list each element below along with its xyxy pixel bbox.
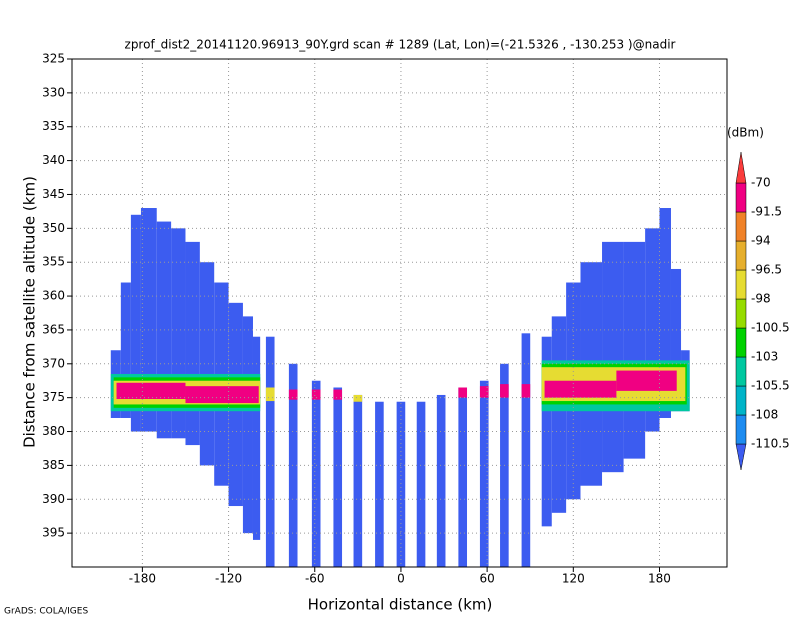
y-axis-label: Distance from satellite altitude (km) <box>21 176 39 448</box>
colorbar-triangle <box>735 443 747 471</box>
y-tick-label: 355 <box>42 255 65 269</box>
credit: GrADS: COLA/IGES <box>4 607 88 617</box>
colorbar-label: -110.5 <box>751 437 790 451</box>
cell <box>333 387 343 567</box>
x-tick-label: 60 <box>479 572 494 586</box>
cell <box>185 386 259 404</box>
colorbar-label: -98 <box>751 292 771 306</box>
cell <box>544 380 617 398</box>
y-tick-label: 345 <box>42 187 65 201</box>
cell <box>616 370 677 391</box>
colorbar-segment <box>735 298 747 329</box>
colorbar-segment <box>735 240 747 271</box>
colorbar-label: -96.5 <box>751 263 782 277</box>
x-tick-label: 120 <box>562 572 585 586</box>
cell <box>185 241 200 446</box>
y-tick-label: 340 <box>42 153 65 167</box>
cell <box>375 401 384 567</box>
colorbar-label: -105.5 <box>751 379 790 393</box>
colorbar-segment <box>735 327 747 358</box>
cell <box>479 386 489 398</box>
cell <box>479 380 489 567</box>
x-tick-label: -60 <box>305 572 325 586</box>
cell <box>242 316 253 534</box>
y-tick-label: 365 <box>42 322 65 336</box>
y-tick-label: 380 <box>42 424 65 438</box>
colorbar-segment <box>735 385 747 416</box>
cell <box>265 336 275 567</box>
y-tick-label: 335 <box>42 119 65 133</box>
plot-frame <box>71 58 728 568</box>
colorbar-label: -70 <box>751 176 771 190</box>
colorbar-segment <box>735 182 747 213</box>
cell <box>521 384 531 398</box>
colorbar-label: -94 <box>751 234 771 248</box>
cell <box>353 394 363 402</box>
y-tick-label: 325 <box>42 52 65 66</box>
cell <box>521 333 531 567</box>
chart-title: zprof_dist2_20141120.96913_90Y.grd scan … <box>125 38 676 52</box>
y-tick-label: 350 <box>42 221 65 235</box>
x-tick-label: -180 <box>129 572 156 586</box>
colorbar-label: -100.5 <box>751 321 790 335</box>
cell <box>436 394 446 567</box>
y-tick-label: 330 <box>42 85 65 99</box>
cell <box>541 336 552 527</box>
cell <box>623 241 646 459</box>
colorbar-label: -91.5 <box>751 205 782 219</box>
x-axis-label: Horizontal distance (km) <box>308 596 493 614</box>
cell <box>116 382 186 400</box>
y-tick-label: 385 <box>42 458 65 472</box>
cell <box>120 282 131 418</box>
x-tick-label: 0 <box>397 572 405 586</box>
cell <box>659 208 671 418</box>
colorbar-segment <box>735 269 747 300</box>
colorbar-segment <box>735 356 747 387</box>
cell <box>252 336 261 540</box>
x-tick-label: 180 <box>648 572 671 586</box>
y-tick-label: 360 <box>42 289 65 303</box>
colorbar-segment <box>735 414 747 445</box>
cell <box>396 401 406 567</box>
colorbar-label: -108 <box>751 408 778 422</box>
cell <box>670 268 682 412</box>
x-tick-label: -120 <box>215 572 242 586</box>
y-tick-label: 375 <box>42 390 65 404</box>
cell <box>416 401 426 567</box>
cell <box>458 387 468 398</box>
colorbar-unit: (dBm) <box>727 126 764 140</box>
cell <box>311 380 321 567</box>
colorbar-triangle <box>735 151 747 184</box>
cell <box>602 241 624 473</box>
cell <box>265 387 275 402</box>
cell <box>458 387 468 567</box>
y-tick-label: 390 <box>42 492 65 506</box>
y-tick-label: 370 <box>42 356 65 370</box>
colorbar-segment <box>735 211 747 242</box>
cell <box>551 316 567 513</box>
cell <box>333 389 343 400</box>
cell <box>288 389 298 400</box>
cell <box>199 262 215 466</box>
cell <box>288 363 298 567</box>
y-tick-label: 395 <box>42 526 65 540</box>
cell <box>311 389 321 400</box>
cell <box>500 384 509 398</box>
colorbar-label: -103 <box>751 350 778 364</box>
cell <box>130 214 141 432</box>
cell <box>353 394 363 567</box>
